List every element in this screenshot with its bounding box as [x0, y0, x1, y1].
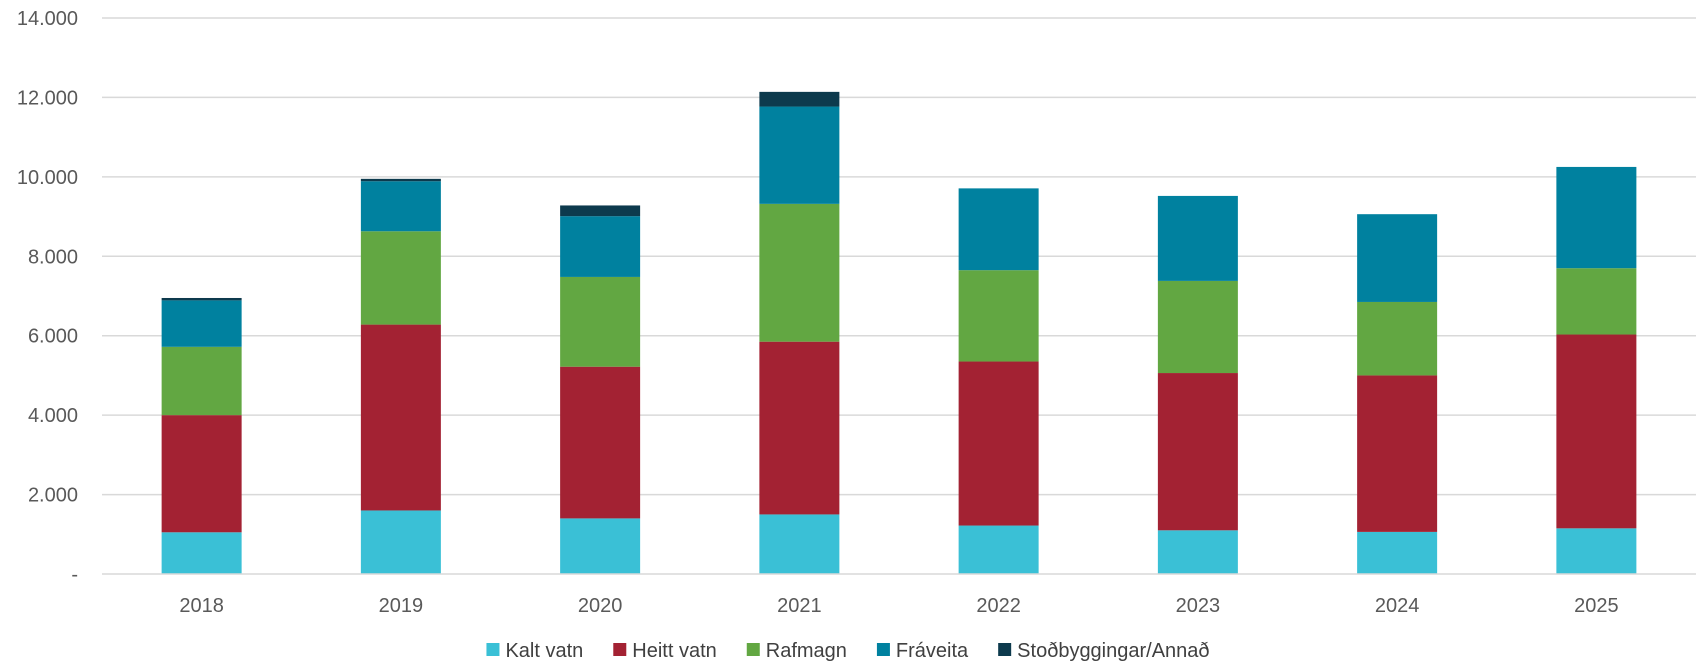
bar-segment — [1157, 280, 1238, 374]
legend-swatch — [746, 643, 760, 656]
x-tick-label: 2021 — [777, 595, 822, 617]
bar-segment — [958, 361, 1039, 526]
bar-segment — [360, 510, 441, 574]
y-tick-label: - — [71, 564, 78, 586]
bar-segment — [759, 203, 840, 342]
bar-segment — [161, 532, 242, 574]
bars — [161, 91, 1637, 574]
y-tick-label: 2.000 — [28, 485, 78, 507]
bar-segment — [759, 341, 840, 515]
bar-segment — [560, 518, 641, 574]
bar-segment — [1556, 166, 1637, 269]
legend-label: Stoðbyggingar/Annað — [1017, 640, 1209, 662]
bar-segment — [360, 181, 441, 232]
bar-segment — [1357, 301, 1438, 376]
bar-segment — [360, 324, 441, 511]
bar-segment — [560, 216, 641, 277]
x-tick-label: 2023 — [1176, 595, 1221, 617]
bar-segment — [759, 91, 840, 107]
bar-segment — [1556, 528, 1637, 574]
bar-segment — [360, 178, 441, 182]
legend-label: Rafmagn — [766, 640, 847, 662]
x-tick-label: 2022 — [976, 595, 1021, 617]
bar-segment — [1357, 375, 1438, 532]
legend-item: Kalt vatn — [486, 640, 583, 662]
bar-segment — [161, 300, 242, 347]
bar-segment — [958, 270, 1039, 362]
y-tick-label: 14.000 — [17, 8, 78, 30]
legend-item: Rafmagn — [746, 640, 847, 662]
bar-segment — [759, 106, 840, 204]
y-axis-tick-labels: - 2.000 4.000 6.000 8.000 10.000 12.000 14.000 — [17, 8, 78, 586]
x-tick-label: 2019 — [379, 595, 424, 617]
legend-item: Fráveita — [876, 640, 969, 662]
bar-segment — [1357, 214, 1438, 302]
x-tick-label: 2018 — [179, 595, 224, 617]
legend-swatch — [876, 643, 890, 656]
bar-segment — [1357, 531, 1438, 574]
legend: Kalt vatn Heitt vatn Rafmagn Fráveita Stoðby… — [486, 640, 1210, 662]
y-tick-label: 12.000 — [17, 87, 78, 109]
y-tick-label: 8.000 — [28, 246, 78, 268]
y-tick-label: 10.000 — [17, 167, 78, 189]
bar-segment — [560, 366, 641, 519]
bar-segment — [1556, 334, 1637, 529]
x-tick-label: 2025 — [1574, 595, 1619, 617]
y-tick-label: 4.000 — [28, 405, 78, 427]
bar-segment — [560, 276, 641, 367]
legend-item: Heitt vatn — [613, 640, 717, 662]
bar-segment — [161, 297, 242, 301]
bar-segment — [560, 205, 641, 217]
bar-segment — [958, 525, 1039, 574]
bar-segment — [161, 415, 242, 533]
legend-swatch — [998, 643, 1012, 656]
bar-segment — [360, 231, 441, 325]
legend-swatch — [613, 643, 627, 656]
bar-segment — [1157, 195, 1238, 281]
legend-label: Heitt vatn — [632, 640, 716, 662]
legend-swatch — [486, 643, 500, 656]
gridlines — [102, 17, 1696, 496]
bar-segment — [759, 514, 840, 574]
bar-segment — [1556, 268, 1637, 335]
legend-label: Fráveita — [896, 640, 969, 662]
bar-segment — [1157, 373, 1238, 531]
x-tick-label: 2024 — [1375, 595, 1420, 617]
bar-segment — [1157, 530, 1238, 574]
bar-segment — [161, 346, 242, 416]
legend-label: Kalt vatn — [505, 640, 583, 662]
bar-segment — [958, 188, 1039, 271]
y-tick-label: 6.000 — [28, 326, 78, 348]
x-axis-tick-labels: 2018 2019 2020 2021 2022 2023 2024 2025 — [179, 595, 1618, 617]
x-tick-label: 2020 — [578, 595, 623, 617]
legend-item: Stoðbyggingar/Annað — [998, 640, 1210, 662]
